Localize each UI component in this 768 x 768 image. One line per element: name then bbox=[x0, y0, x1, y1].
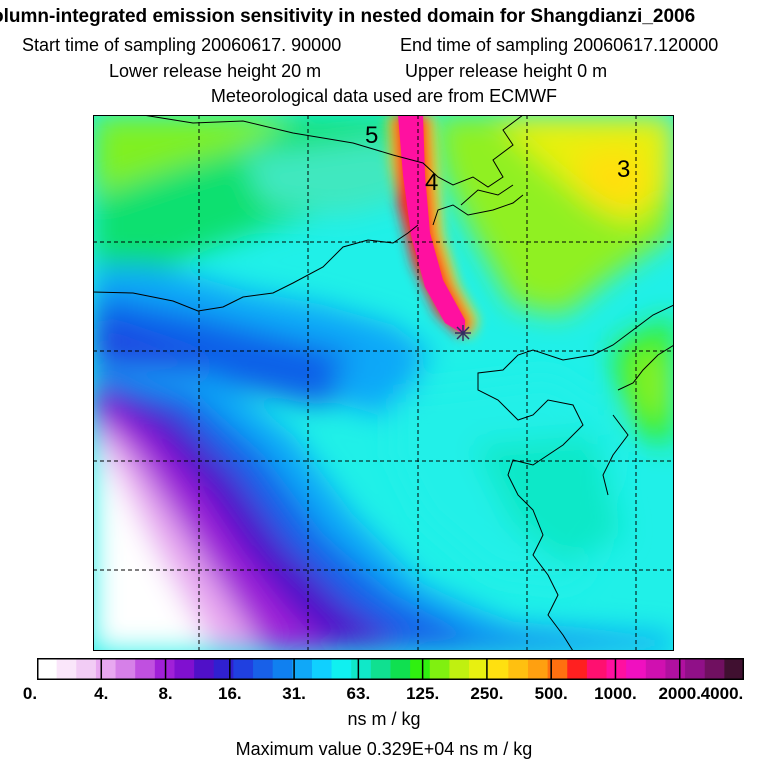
color-swatch bbox=[253, 658, 274, 680]
color-swatch bbox=[272, 658, 293, 680]
upper-release-text: Upper release height 0 m bbox=[405, 61, 608, 81]
sensitivity-field: 5 4 3 bbox=[93, 115, 674, 651]
boundaries bbox=[93, 115, 674, 651]
color-swatch bbox=[194, 658, 215, 680]
color-scale-tick-label: 500. bbox=[534, 684, 568, 703]
color-swatch bbox=[469, 658, 490, 680]
color-swatch bbox=[370, 658, 392, 680]
color-swatch bbox=[724, 658, 745, 680]
color-swatch bbox=[488, 658, 509, 680]
color-swatch bbox=[449, 658, 470, 680]
lat-lon-grid bbox=[93, 115, 674, 651]
color-swatch bbox=[429, 658, 451, 680]
color-swatch bbox=[331, 658, 352, 680]
color-scale-bar bbox=[36, 658, 745, 680]
color-swatch bbox=[410, 658, 431, 680]
color-scale-tick-label: 250. bbox=[470, 684, 504, 703]
contour-label-4: 4 bbox=[425, 169, 438, 196]
met-data-text: Meteorological data used are from ECMWF bbox=[210, 86, 558, 106]
color-swatch bbox=[547, 658, 568, 680]
color-swatch bbox=[115, 658, 136, 680]
color-scale-tick-label: 0. bbox=[22, 684, 38, 703]
color-swatch bbox=[626, 658, 647, 680]
color-swatch bbox=[567, 658, 588, 680]
color-swatch bbox=[390, 658, 411, 680]
color-swatch bbox=[685, 658, 706, 680]
plot-title: olumn-integrated emission sensitivity in… bbox=[0, 6, 696, 27]
end-sampling-text: End time of sampling 20060617.120000 bbox=[400, 35, 719, 55]
color-scale-tick-label: 8. bbox=[158, 684, 173, 703]
color-swatch bbox=[508, 658, 529, 680]
color-scale-tick-label: 16. bbox=[217, 684, 242, 703]
color-swatch bbox=[76, 658, 97, 680]
color-swatch bbox=[56, 658, 77, 680]
star-marker bbox=[455, 325, 471, 341]
color-scale-ticks: 0. 4. 8. 16. 31. 63. 125. 250. 500. 1000. 2000. 400… bbox=[0, 684, 768, 706]
color-scale-tick-label: 4000. bbox=[700, 684, 744, 703]
color-scale-tick-label: 4. bbox=[94, 684, 109, 703]
color-scale-tick-label: 31. bbox=[282, 684, 306, 703]
start-sampling-text: Start time of sampling 20060617. 90000 bbox=[22, 35, 342, 55]
sensitivity-map: 5 4 3 bbox=[93, 115, 674, 651]
color-swatch bbox=[311, 658, 333, 680]
color-swatch bbox=[351, 658, 372, 680]
color-swatch bbox=[586, 658, 608, 680]
color-swatch bbox=[233, 658, 254, 680]
color-scale-tick-label: 63. bbox=[346, 684, 371, 703]
maximum-value-text: Maximum value 0.329E+04 ns m / kg bbox=[235, 739, 533, 759]
color-swatch bbox=[174, 658, 195, 680]
color-scale-tick-label: 125. bbox=[406, 684, 440, 703]
color-swatch bbox=[527, 658, 549, 680]
color-scale-tick-label: 2000. bbox=[658, 684, 701, 703]
color-scale-unit: ns m / kg bbox=[347, 709, 421, 729]
contour-label-5: 5 bbox=[365, 122, 378, 149]
color-scale-tick-label: 1000. bbox=[594, 684, 637, 703]
lower-release-text: Lower release height 20 m bbox=[109, 61, 322, 81]
color-scale-border bbox=[37, 658, 744, 680]
color-swatch bbox=[135, 658, 156, 680]
color-swatch bbox=[645, 658, 667, 680]
color-swatch bbox=[95, 658, 117, 680]
color-swatch bbox=[704, 658, 725, 680]
color-scale-swatches bbox=[36, 658, 745, 680]
color-swatch bbox=[37, 658, 58, 680]
color-swatch bbox=[606, 658, 627, 680]
color-swatch bbox=[292, 658, 313, 680]
contour-label-3: 3 bbox=[617, 156, 630, 183]
color-swatch bbox=[213, 658, 234, 680]
color-swatch bbox=[665, 658, 686, 680]
